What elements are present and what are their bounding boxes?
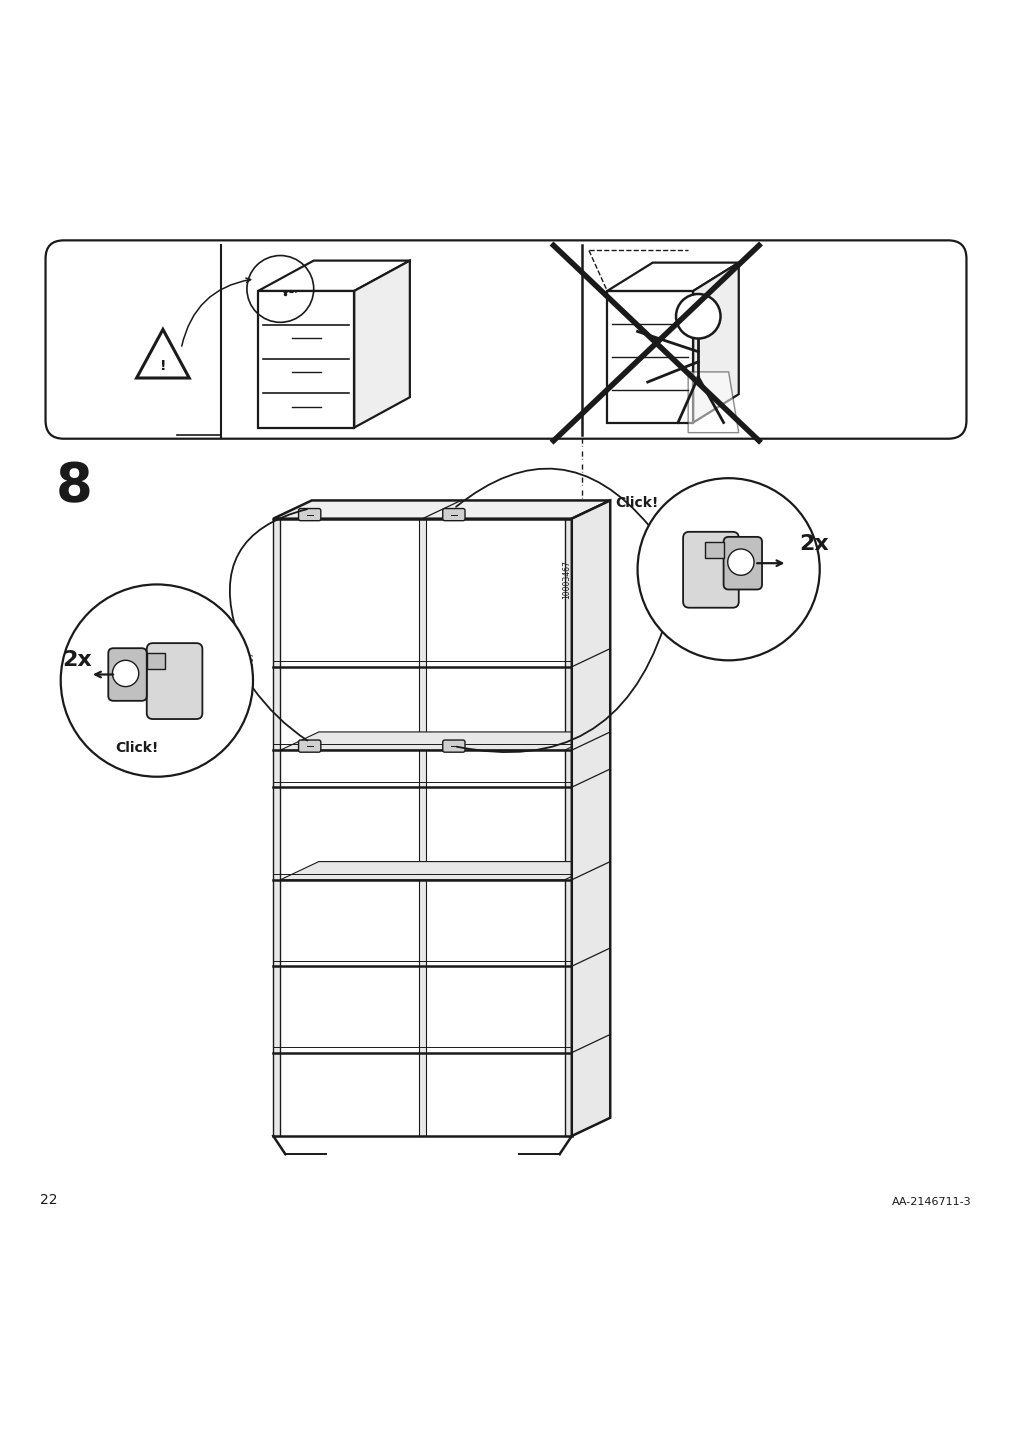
FancyArrowPatch shape [95, 672, 113, 677]
Circle shape [112, 660, 139, 686]
Text: 22: 22 [40, 1193, 58, 1207]
Polygon shape [280, 862, 603, 879]
FancyBboxPatch shape [442, 508, 464, 521]
FancyBboxPatch shape [442, 740, 464, 752]
FancyBboxPatch shape [147, 643, 202, 719]
Polygon shape [280, 732, 603, 750]
FancyArrowPatch shape [756, 560, 782, 566]
Circle shape [61, 584, 253, 776]
FancyBboxPatch shape [108, 649, 147, 700]
Polygon shape [607, 262, 738, 291]
Polygon shape [564, 518, 571, 1136]
Polygon shape [273, 500, 610, 518]
Text: !: ! [160, 359, 166, 372]
FancyArrowPatch shape [229, 510, 306, 634]
Circle shape [675, 294, 720, 338]
Polygon shape [419, 518, 426, 1136]
Polygon shape [273, 518, 280, 1136]
FancyBboxPatch shape [45, 241, 966, 438]
Text: 2x: 2x [63, 650, 92, 670]
Text: 8: 8 [56, 460, 92, 513]
FancyArrowPatch shape [253, 687, 307, 740]
FancyBboxPatch shape [723, 537, 761, 590]
Text: 10003467: 10003467 [562, 560, 570, 599]
Text: 2x: 2x [799, 534, 828, 554]
Polygon shape [705, 543, 723, 558]
Polygon shape [571, 500, 610, 1136]
FancyBboxPatch shape [298, 740, 320, 752]
Polygon shape [147, 653, 165, 669]
Polygon shape [693, 262, 738, 422]
FancyBboxPatch shape [298, 508, 320, 521]
Polygon shape [607, 291, 693, 422]
FancyArrowPatch shape [456, 468, 649, 526]
Text: 10003467: 10003467 [247, 652, 255, 690]
Polygon shape [687, 372, 738, 432]
Circle shape [727, 548, 753, 576]
FancyArrowPatch shape [182, 278, 251, 347]
FancyArrowPatch shape [456, 627, 663, 752]
Polygon shape [354, 261, 409, 428]
Text: AA-2146711-3: AA-2146711-3 [891, 1197, 971, 1207]
Polygon shape [258, 261, 409, 291]
Polygon shape [258, 291, 354, 428]
Text: Click!: Click! [615, 497, 657, 510]
FancyBboxPatch shape [682, 531, 738, 607]
Circle shape [637, 478, 819, 660]
Text: Click!: Click! [115, 742, 158, 756]
